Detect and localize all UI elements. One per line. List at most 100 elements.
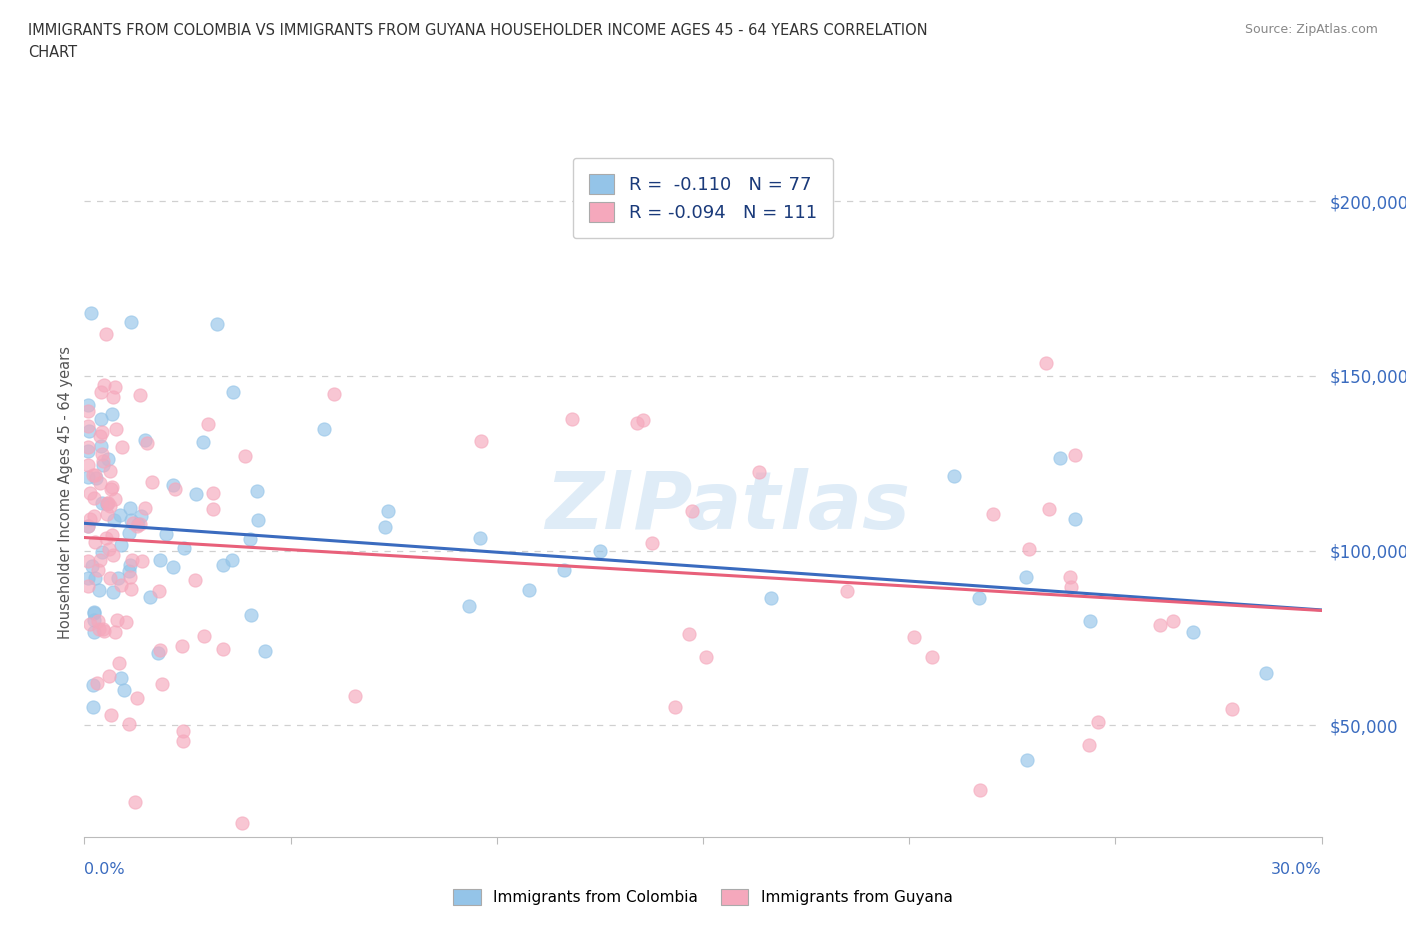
Point bbox=[129, 387, 152, 402]
Point bbox=[695, 650, 717, 665]
Text: IMMIGRANTS FROM COLOMBIA VS IMMIGRANTS FROM GUYANA HOUSEHOLDER INCOME AGES 45 - : IMMIGRANTS FROM COLOMBIA VS IMMIGRANTS F… bbox=[28, 23, 928, 38]
Point bbox=[1018, 541, 1040, 556]
Point bbox=[235, 448, 257, 463]
Point bbox=[468, 530, 491, 545]
Point bbox=[107, 570, 129, 585]
Point bbox=[93, 378, 115, 392]
Point bbox=[162, 477, 184, 492]
Point bbox=[149, 552, 172, 567]
Point bbox=[83, 509, 105, 524]
Point bbox=[678, 627, 700, 642]
Point bbox=[83, 491, 105, 506]
Point bbox=[211, 642, 233, 657]
Point bbox=[91, 424, 114, 439]
Point bbox=[517, 583, 540, 598]
Point bbox=[172, 734, 194, 749]
Point bbox=[118, 569, 141, 584]
Point bbox=[105, 421, 128, 436]
Point bbox=[79, 512, 101, 526]
Point bbox=[748, 465, 770, 480]
Point bbox=[83, 625, 105, 640]
Point bbox=[129, 516, 152, 531]
Point bbox=[163, 481, 186, 496]
Point bbox=[148, 645, 170, 660]
Point bbox=[82, 700, 104, 715]
Point bbox=[87, 563, 110, 578]
Point bbox=[101, 390, 124, 405]
Point bbox=[1220, 701, 1243, 716]
Point bbox=[101, 584, 124, 599]
Point bbox=[239, 532, 262, 547]
Point bbox=[173, 724, 195, 738]
Point bbox=[1078, 614, 1101, 629]
Point bbox=[1064, 512, 1087, 526]
Point bbox=[131, 554, 153, 569]
Point bbox=[77, 439, 100, 454]
Point bbox=[681, 504, 703, 519]
Point bbox=[458, 599, 481, 614]
Point bbox=[121, 552, 143, 567]
Point bbox=[553, 563, 575, 578]
Point bbox=[83, 612, 105, 627]
Point bbox=[201, 502, 224, 517]
Point bbox=[101, 547, 124, 562]
Point bbox=[90, 447, 112, 462]
Point bbox=[173, 540, 195, 555]
Point bbox=[98, 541, 121, 556]
Point bbox=[162, 560, 184, 575]
Point bbox=[84, 468, 107, 483]
Point bbox=[104, 625, 127, 640]
Point bbox=[120, 513, 142, 528]
Point bbox=[110, 671, 132, 685]
Point bbox=[633, 413, 655, 428]
Point bbox=[77, 404, 100, 418]
Point bbox=[1087, 714, 1109, 729]
Point bbox=[83, 604, 105, 619]
Point bbox=[131, 509, 153, 524]
Point bbox=[246, 484, 269, 498]
Point bbox=[104, 379, 127, 394]
Text: ZIPatlas: ZIPatlas bbox=[546, 468, 910, 546]
Point bbox=[77, 470, 100, 485]
Point bbox=[77, 457, 100, 472]
Point bbox=[77, 397, 100, 412]
Point bbox=[80, 305, 103, 320]
Point bbox=[981, 507, 1004, 522]
Point bbox=[1063, 447, 1085, 462]
Text: CHART: CHART bbox=[28, 45, 77, 60]
Point bbox=[77, 418, 100, 433]
Point bbox=[89, 476, 111, 491]
Point bbox=[108, 508, 131, 523]
Point bbox=[125, 690, 148, 705]
Point bbox=[193, 629, 215, 644]
Point bbox=[588, 544, 610, 559]
Point bbox=[84, 471, 107, 485]
Point bbox=[1077, 737, 1099, 752]
Point bbox=[77, 519, 100, 534]
Point bbox=[89, 583, 111, 598]
Point bbox=[1049, 451, 1071, 466]
Y-axis label: Householder Income Ages 45 - 64 years: Householder Income Ages 45 - 64 years bbox=[58, 346, 73, 640]
Point bbox=[149, 643, 172, 658]
Point bbox=[201, 486, 224, 501]
Point bbox=[96, 530, 118, 545]
Point bbox=[626, 415, 648, 430]
Point bbox=[111, 440, 134, 455]
Point bbox=[101, 527, 124, 542]
Point bbox=[1015, 752, 1038, 767]
Point bbox=[377, 503, 399, 518]
Point bbox=[1015, 570, 1038, 585]
Point bbox=[127, 519, 149, 534]
Point bbox=[97, 451, 120, 466]
Point bbox=[1254, 666, 1277, 681]
Point bbox=[120, 314, 142, 329]
Point bbox=[561, 411, 583, 426]
Point bbox=[254, 644, 277, 658]
Point bbox=[108, 656, 131, 671]
Point bbox=[837, 583, 859, 598]
Point bbox=[118, 500, 141, 515]
Text: Source: ZipAtlas.com: Source: ZipAtlas.com bbox=[1244, 23, 1378, 36]
Point bbox=[80, 558, 103, 573]
Point bbox=[112, 683, 135, 698]
Point bbox=[641, 536, 664, 551]
